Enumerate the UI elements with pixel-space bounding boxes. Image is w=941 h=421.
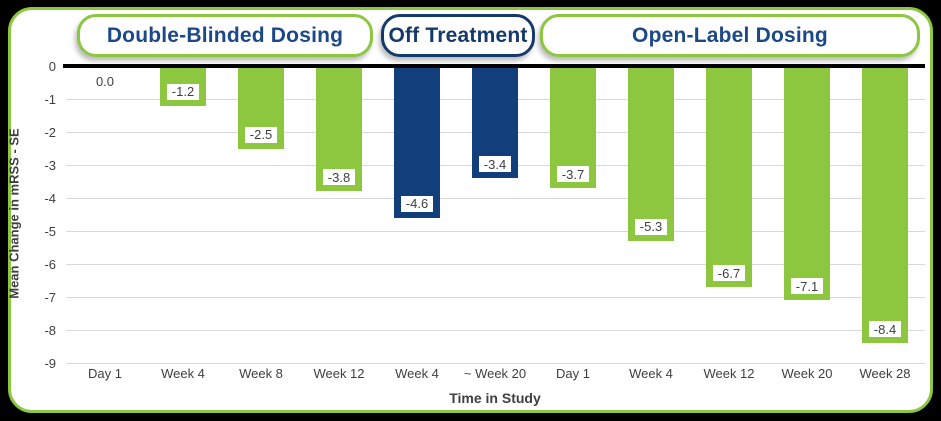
phase-label-open-label-text: Open-Label Dosing [632,23,828,47]
x-tick-label: Week 4 [629,366,673,381]
gridline [66,231,925,232]
bar-value-label: -7.1 [789,276,825,297]
y-tick-label: -3 [44,158,56,173]
bar-value-label: -3.7 [555,164,591,185]
gridline [66,264,925,265]
bar-value-label: -6.7 [711,263,747,284]
y-tick-label: -8 [44,323,56,338]
bar [628,68,674,241]
gridline [66,297,925,298]
bar-value-label: -5.3 [633,216,669,237]
x-tick-label: Week 4 [161,366,205,381]
x-tick-label: Week 12 [703,366,755,381]
x-axis-title: Time in Study [449,390,541,406]
y-tick-label: -9 [44,356,56,371]
bar [706,68,752,288]
bar-value-label: -3.4 [477,154,513,175]
x-tick-label: Week 8 [239,366,283,381]
gridline [66,330,925,331]
x-tick-label: Week 20 [781,366,833,381]
bar-value-label: -4.6 [399,193,435,214]
gridline [66,198,925,199]
y-axis-title: Mean Change in mRSS - SE [6,128,22,299]
phase-label-double-blinded: Double-Blinded Dosing [77,14,373,57]
bar [394,68,440,218]
y-tick-label: 0 [48,59,56,74]
y-tick-label: -4 [44,191,56,206]
x-tick-label: Day 1 [556,366,590,381]
x-tick-label: Week 12 [313,366,365,381]
x-tick-label: Week 4 [395,366,439,381]
bar [784,68,830,301]
y-tick-label: -1 [44,92,56,107]
phase-label-double-blinded-text: Double-Blinded Dosing [106,23,344,47]
bar-value-label: -8.4 [867,319,903,340]
phase-label-open-label: Open-Label Dosing [540,14,920,57]
zero-axis-line [63,64,925,68]
y-tick-label: -6 [44,257,56,272]
x-tick-label: Week 28 [859,366,911,381]
x-tick-label: Day 1 [88,366,122,381]
bar-value-label: -1.2 [165,81,201,102]
bar [862,68,908,344]
bar-value-label: -2.5 [243,124,279,145]
phase-label-off-treatment-text: Off Treatment [388,23,528,47]
phase-label-off-treatment: Off Treatment [381,14,535,57]
y-tick-label: -2 [44,125,56,140]
bar-value-label: 0.0 [95,74,115,89]
y-tick-label: -5 [44,224,56,239]
y-tick-label: -7 [44,290,56,305]
bar-value-label: -3.8 [321,167,357,188]
gridline [66,363,925,364]
x-tick-label: ~ Week 20 [463,366,527,381]
